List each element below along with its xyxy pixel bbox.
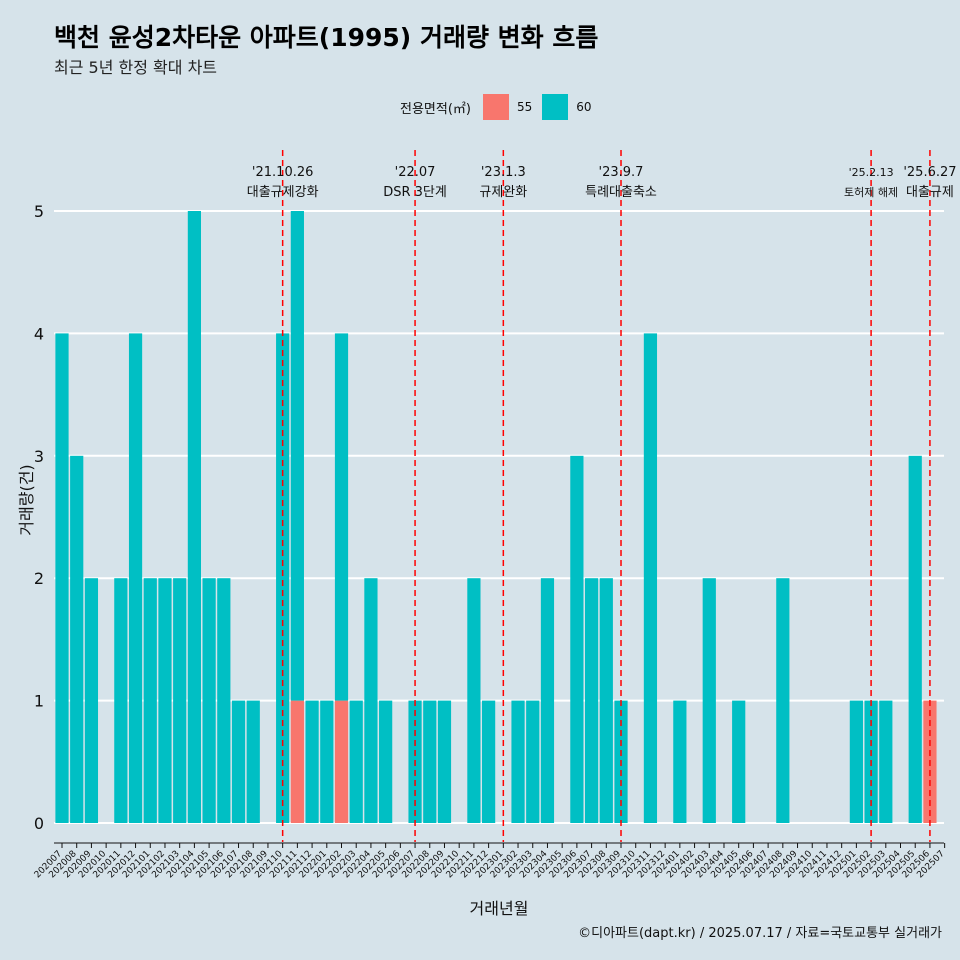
- event-label-3: 특례대출축소: [585, 185, 657, 200]
- bar-60-202205: [379, 700, 393, 823]
- y-tick-label-5: 5: [34, 202, 44, 221]
- bar-60-202307: [584, 578, 599, 823]
- event-date-2: '23.1.3: [481, 165, 526, 180]
- event-label-0: 대출규제강화: [247, 185, 319, 200]
- bar-60-202201: [320, 700, 334, 823]
- y-tick-label-0: 0: [34, 814, 44, 833]
- bar-60-202012: [128, 333, 143, 823]
- event-date-0: '21.10.26: [252, 165, 313, 180]
- bar-60-202007: [55, 333, 69, 823]
- y-tick-label-4: 4: [34, 324, 44, 343]
- bar-60-202112: [305, 700, 319, 823]
- bar-60-202104: [187, 211, 202, 823]
- event-label-5: 대출규제: [906, 185, 954, 200]
- bar-60-202308: [599, 578, 613, 823]
- y-axis-title: 거래량(건): [17, 464, 36, 535]
- bar-60-202302: [511, 700, 525, 823]
- bar-60-202501: [849, 700, 863, 823]
- bar-60-202106: [217, 578, 231, 823]
- bar-60-202107: [231, 700, 246, 823]
- bar-60-202311: [643, 333, 658, 823]
- bar-60-202101: [143, 578, 157, 823]
- bar-60-202211: [467, 578, 481, 823]
- event-date-5: '25.6.27: [903, 165, 956, 180]
- bar-60-202503: [879, 700, 893, 823]
- legend-item-60: 60: [542, 94, 592, 120]
- legend-item-55: 55: [482, 94, 533, 120]
- x-axis-title: 거래년월: [470, 899, 529, 918]
- chart-subtitle: 최근 5년 한정 확대 차트: [54, 58, 218, 77]
- bar-60-202008: [70, 455, 84, 823]
- bar-60-202204: [364, 578, 378, 823]
- bar-60-202401: [673, 700, 687, 823]
- bar-60-202306: [570, 455, 584, 823]
- bar-60-202209: [437, 700, 452, 823]
- y-tick-label-3: 3: [34, 447, 44, 466]
- event-label-1: DSR 3단계: [383, 185, 447, 200]
- legend-swatch-60: [542, 94, 569, 120]
- bar-60-202011: [114, 578, 128, 823]
- legend-label-55: 55: [516, 100, 533, 114]
- bar-60-202009: [84, 578, 99, 823]
- bar-60-202102: [158, 578, 172, 823]
- bar-60-202208: [423, 700, 437, 823]
- bar-60-202304: [540, 578, 555, 823]
- bar-55-202111: [290, 700, 304, 823]
- y-tick-label-2: 2: [34, 569, 44, 588]
- bar-60-202303: [526, 700, 540, 823]
- bar-60-202405: [732, 700, 746, 823]
- chart-title: 백천 윤성2차타운 아파트(1995) 거래량 변화 흐름: [54, 23, 599, 52]
- bar-60-202111: [290, 211, 304, 701]
- legend-title: 전용면적(㎡): [400, 101, 471, 117]
- bar-60-202110: [276, 333, 290, 823]
- event-date-1: '22.07: [395, 165, 436, 180]
- bar-60-202203: [349, 700, 363, 823]
- bar-55-202202: [334, 700, 349, 823]
- bar-60-202403: [702, 578, 716, 823]
- bar-60-202108: [246, 700, 260, 823]
- event-date-3: '23.9.7: [599, 165, 644, 180]
- legend: 전용면적(㎡) 55 60: [400, 94, 602, 120]
- event-label-4: 토허제 해제: [844, 185, 898, 199]
- bar-60-202103: [173, 578, 187, 823]
- source-caption: ©디아파트(dapt.kr) / 2025.07.17 / 자료=국토교통부 실…: [578, 926, 942, 941]
- bar-60-202408: [776, 578, 790, 823]
- bar-60-202202: [334, 333, 349, 701]
- event-label-2: 규제완화: [479, 185, 527, 200]
- legend-label-60: 60: [576, 100, 592, 114]
- bar-60-202105: [202, 578, 216, 823]
- y-tick-label-1: 1: [34, 692, 44, 711]
- bar-60-202505: [908, 455, 922, 823]
- event-date-4: '25.2.13: [849, 166, 894, 179]
- bar-60-202212: [482, 700, 496, 823]
- legend-swatch-55: [482, 94, 509, 120]
